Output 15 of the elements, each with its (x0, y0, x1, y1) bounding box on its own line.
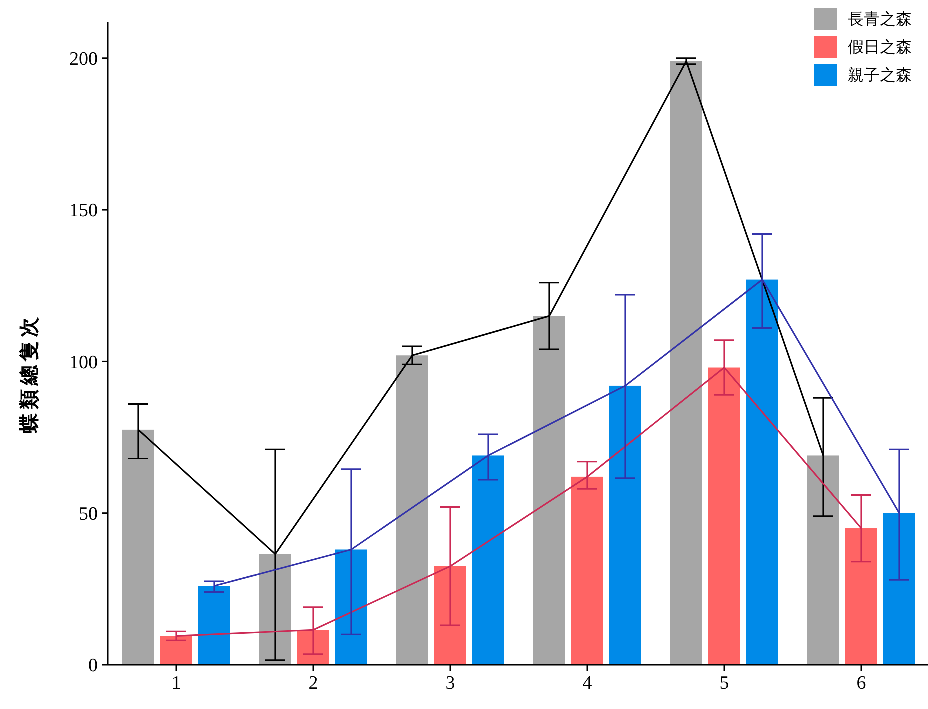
legend-label: 長青之森 (848, 10, 912, 29)
x-tick-label: 1 (172, 673, 182, 694)
x-tick-label: 6 (856, 673, 866, 694)
x-tick-label: 2 (308, 673, 318, 694)
y-tick-label: 100 (70, 352, 98, 374)
y-tick-label: 200 (70, 49, 98, 70)
y-tick-label: 150 (70, 200, 98, 222)
x-tick-label: 5 (720, 673, 730, 694)
x-tick-label: 3 (446, 673, 456, 694)
y-axis-title: 蝶類總隻次 (19, 314, 41, 434)
x-tick-label: 4 (582, 673, 593, 694)
y-tick-label: 0 (88, 656, 98, 677)
y-tick-label: 50 (79, 504, 98, 525)
legend-label: 假日之森 (848, 38, 912, 57)
legend-label: 親子之森 (848, 66, 912, 85)
